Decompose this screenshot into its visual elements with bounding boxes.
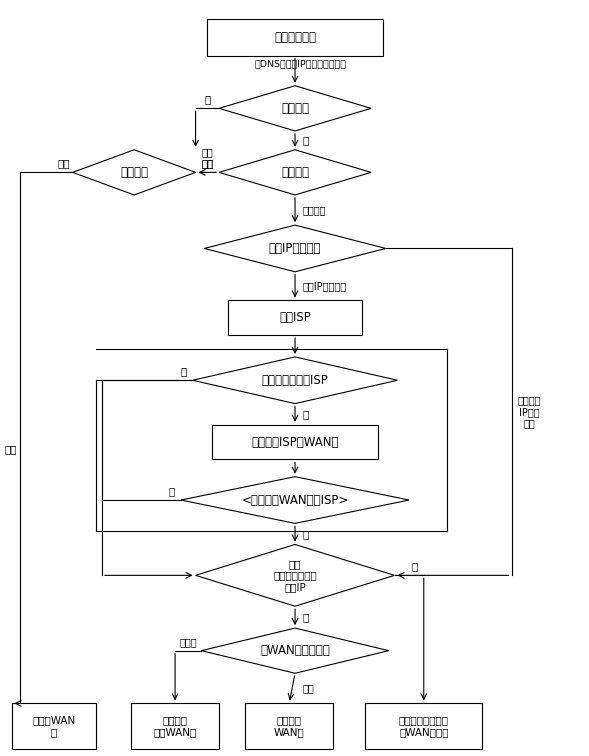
Polygon shape	[201, 628, 389, 674]
Text: 根据选路缓存对应
的WAN口选择: 根据选路缓存对应 的WAN口选择	[399, 715, 449, 737]
Text: 指定
优先: 指定 优先	[201, 147, 213, 169]
Text: 确定ISP: 确定ISP	[279, 311, 311, 324]
Text: 内网用户设备: 内网用户设备	[274, 31, 316, 44]
Text: 出口数量: 出口数量	[120, 166, 148, 179]
Polygon shape	[193, 357, 398, 404]
Text: 随机选择
WAN口: 随机选择 WAN口	[274, 715, 305, 737]
Text: 选择负载
小的WAN口: 选择负载 小的WAN口	[154, 715, 197, 737]
FancyBboxPatch shape	[12, 703, 97, 748]
Polygon shape	[196, 544, 395, 606]
Text: 有: 有	[204, 94, 210, 104]
Text: 有: 有	[412, 562, 418, 572]
Text: 负载优先: 负载优先	[302, 205, 326, 215]
Text: 否: 否	[169, 486, 175, 496]
Text: 单个: 单个	[57, 159, 70, 169]
FancyBboxPatch shape	[228, 300, 362, 335]
FancyBboxPatch shape	[207, 20, 383, 56]
Text: 查询
选路缓存中是否
有该IP: 查询 选路缓存中是否 有该IP	[273, 559, 317, 592]
Text: 选择对应ISP的WAN口: 选择对应ISP的WAN口	[252, 435, 339, 448]
Text: 单个: 单个	[5, 445, 17, 454]
FancyBboxPatch shape	[245, 703, 333, 748]
Polygon shape	[219, 85, 371, 131]
Polygon shape	[72, 150, 196, 195]
Text: 无: 无	[302, 135, 308, 145]
Text: 判断是否接入该ISP: 判断是否接入该ISP	[262, 373, 329, 387]
Text: 选择该WAN
口: 选择该WAN 口	[32, 715, 75, 737]
Text: 多WAN口负载规则: 多WAN口负载规则	[260, 644, 330, 657]
FancyBboxPatch shape	[211, 425, 378, 460]
Text: 多个: 多个	[201, 159, 214, 169]
Text: 均衡: 均衡	[302, 683, 314, 693]
Polygon shape	[219, 150, 371, 195]
Text: 手动策略: 手动策略	[281, 102, 309, 115]
FancyBboxPatch shape	[365, 703, 482, 748]
Polygon shape	[204, 225, 386, 272]
Text: 无: 无	[181, 367, 187, 376]
FancyBboxPatch shape	[131, 703, 219, 748]
Text: 无法确定
IP地址
归属: 无法确定 IP地址 归属	[517, 395, 541, 429]
Text: 向DNS返回的IP地址发送数据包: 向DNS返回的IP地址发送数据包	[255, 60, 347, 68]
Text: 有: 有	[302, 409, 308, 419]
Text: <是否多个WAN口同ISP>: <是否多个WAN口同ISP>	[241, 494, 349, 507]
Text: 不均衡: 不均衡	[180, 637, 197, 647]
Text: 判断IP地址归属: 判断IP地址归属	[269, 242, 321, 255]
Polygon shape	[181, 477, 409, 523]
Text: 无: 无	[302, 612, 308, 622]
Text: 是: 是	[302, 529, 308, 539]
Text: 缺省策略: 缺省策略	[281, 166, 309, 179]
Text: 确定IP地址归属: 确定IP地址归属	[302, 281, 346, 291]
